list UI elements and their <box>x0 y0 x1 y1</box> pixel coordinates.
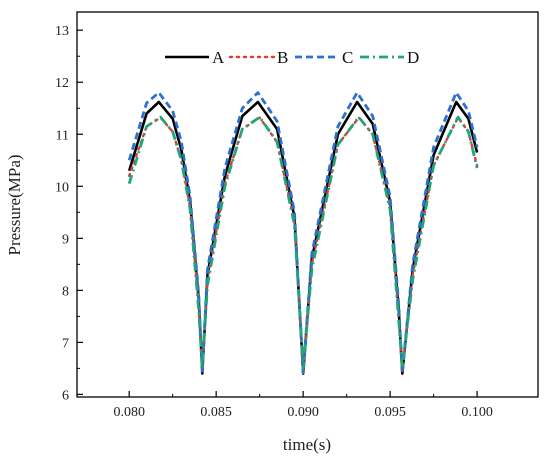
x-tick-label: 0.095 <box>374 405 406 420</box>
series-layer <box>127 91 479 375</box>
y-tick-label: 7 <box>62 336 69 351</box>
x-tick-label: 0.085 <box>200 405 232 420</box>
x-tick-label: 0.090 <box>287 405 319 420</box>
legend-label-b: B <box>277 48 288 67</box>
x-tick-label: 0.100 <box>461 405 493 420</box>
y-tick-label: 13 <box>55 24 69 39</box>
x-tick-label: 0.080 <box>113 405 145 420</box>
series-line-c <box>127 91 479 374</box>
y-axis-title: Pressure(MPa) <box>5 154 24 255</box>
y-tick-label: 6 <box>62 388 69 403</box>
y-tick-label: 9 <box>62 232 69 247</box>
y-tick-label: 10 <box>55 180 69 195</box>
legend-label-a: A <box>212 48 225 67</box>
x-axis-title: time(s) <box>283 435 331 454</box>
legend: A B C D <box>165 48 419 67</box>
plot-frame <box>76 11 539 398</box>
series-line-a <box>127 100 479 375</box>
y-tick-label: 12 <box>55 76 69 91</box>
legend-label-d: D <box>407 48 419 67</box>
legend-label-c: C <box>342 48 353 67</box>
y-tick-label: 11 <box>56 128 69 143</box>
ticks-layer: 0.080 0.085 0.090 0.095 0.100 6 7 8 9 10 11 12 13 <box>55 24 493 420</box>
y-tick-label: 8 <box>62 284 69 299</box>
